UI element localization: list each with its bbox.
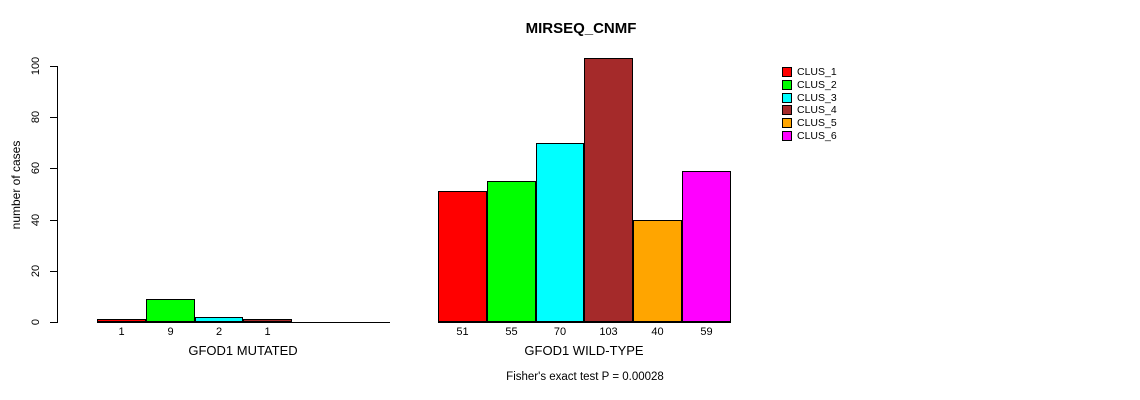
y-axis-label: number of cases <box>9 140 23 230</box>
bar-clus_3 <box>536 143 584 322</box>
group-label: GFOD1 WILD-TYPE <box>524 343 644 358</box>
x-axis-line <box>438 322 731 323</box>
legend-label: CLUS_4 <box>797 104 837 117</box>
bar-value-label: 103 <box>599 326 618 338</box>
legend-swatch-clus_6 <box>782 130 792 141</box>
legend-item: CLUS_1 <box>782 66 837 79</box>
fisher-test-annotation: Fisher's exact test P = 0.00028 <box>506 371 664 383</box>
bar-value-label: 55 <box>505 326 518 338</box>
legend-swatch-clus_5 <box>782 118 792 129</box>
legend-label: CLUS_3 <box>797 91 837 104</box>
bar-clus_1 <box>97 319 146 322</box>
chart-title: MIRSEQ_CNMF <box>525 20 637 37</box>
y-tick-mark <box>50 66 57 67</box>
bar-value-label: 9 <box>167 326 174 338</box>
legend-label: CLUS_6 <box>797 129 837 142</box>
bar-clus_4 <box>243 319 292 322</box>
y-tick-mark <box>50 117 57 118</box>
y-tick-label: 0 <box>30 318 42 326</box>
bar-value-label: 1 <box>118 326 125 338</box>
legend-label: CLUS_1 <box>797 66 837 79</box>
y-tick-label: 40 <box>30 213 42 227</box>
bar-clus_4 <box>584 58 633 322</box>
bar-value-label: 70 <box>553 326 567 338</box>
y-tick-label: 80 <box>30 110 42 124</box>
y-tick-mark <box>50 168 57 169</box>
y-tick-mark <box>50 322 57 323</box>
bar-clus_1 <box>438 191 487 322</box>
legend-item: CLUS_3 <box>782 91 837 104</box>
group-label: GFOD1 MUTATED <box>188 343 298 358</box>
legend-item: CLUS_2 <box>782 79 837 92</box>
legend-swatch-clus_3 <box>782 92 792 103</box>
bar-clus_2 <box>487 181 536 322</box>
y-tick-mark <box>50 220 57 221</box>
legend-item: CLUS_6 <box>782 130 837 143</box>
y-tick-mark <box>50 271 57 272</box>
legend-item: CLUS_5 <box>782 117 837 130</box>
legend-swatch-clus_2 <box>782 80 792 91</box>
legend-label: CLUS_5 <box>797 117 837 130</box>
x-axis-line <box>97 322 390 323</box>
bar-value-label: 1 <box>264 326 271 338</box>
bar-clus_2 <box>146 299 195 322</box>
y-tick-label: 100 <box>30 56 42 76</box>
bar-clus_5 <box>633 220 682 322</box>
bar-clus_3 <box>195 317 243 322</box>
bar-value-label: 40 <box>651 326 664 338</box>
bar-value-label: 59 <box>700 326 713 338</box>
bar-value-label: 2 <box>215 326 223 338</box>
legend-label: CLUS_2 <box>797 79 837 92</box>
legend-swatch-clus_1 <box>782 67 792 78</box>
y-tick-label: 60 <box>30 161 42 175</box>
bar-clus_6 <box>682 171 731 322</box>
bar-value-label: 51 <box>456 326 469 338</box>
y-axis-line <box>57 66 58 323</box>
legend-swatch-clus_4 <box>782 105 792 116</box>
legend-item: CLUS_4 <box>782 104 837 117</box>
y-tick-label: 20 <box>30 264 42 278</box>
